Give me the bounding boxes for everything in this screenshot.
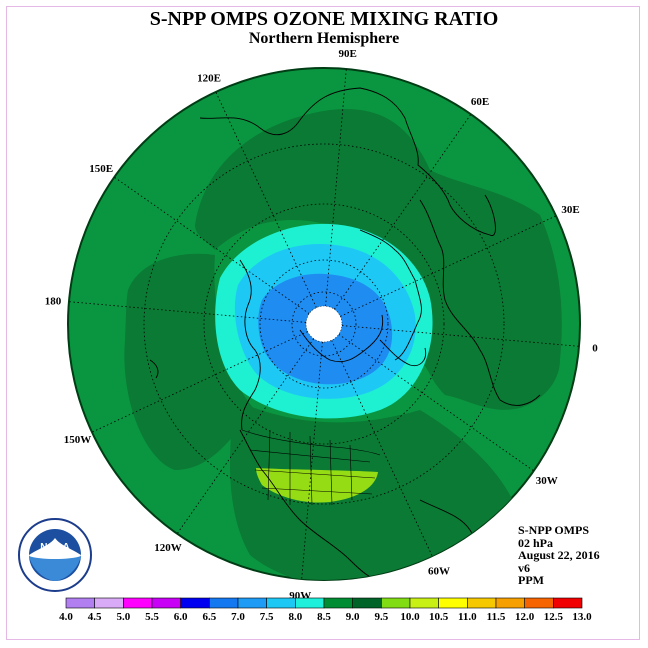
longitude-label: 0 [592, 343, 598, 355]
colorbar-swatch [180, 597, 210, 609]
contour-band-dark-west [124, 253, 255, 470]
info-version: v6 [518, 560, 530, 575]
info-date: August 22, 2016 [518, 548, 600, 562]
colorbar-tick-label: 10.0 [400, 611, 420, 623]
colorbar-tick-label: 5.0 [116, 611, 130, 623]
colorbar: 4.0 4.5 5.0 5.5 6.0 6.5 7.0 7.5 8.0 8.5 9.0 9.5 10.0… [59, 597, 592, 623]
longitude-label: 150W [64, 434, 92, 446]
longitude-label: 180 [45, 295, 62, 307]
colorbar-tick-label: 12.0 [515, 611, 535, 623]
colorbar-tick-label: 8.5 [317, 611, 331, 623]
longitude-label: 60E [471, 96, 489, 108]
colorbar-tick-label: 9.0 [346, 611, 360, 623]
political-borders [241, 429, 381, 506]
colorbar-tick-label: 11.5 [487, 611, 506, 623]
coastlines [149, 87, 541, 580]
colorbar-swatch [123, 597, 153, 609]
contour-band-dark-south [230, 400, 520, 580]
colorbar-swatch [237, 597, 267, 609]
info-instrument: S-NPP OMPS [518, 523, 589, 537]
colorbar-swatch [94, 597, 124, 609]
colorbar-swatch [151, 597, 181, 609]
figure-frame [6, 6, 640, 640]
longitude-label: 150E [89, 163, 113, 175]
longitude-label: 120E [197, 72, 221, 84]
colorbar-tick-label: 12.5 [544, 611, 564, 623]
colorbar-swatch [553, 597, 583, 609]
colorbar-swatch [65, 597, 95, 609]
map-subtitle: Northern Hemisphere [248, 30, 400, 47]
colorbar-swatch [295, 597, 325, 609]
latitude-lines [143, 143, 505, 505]
colorbar-tick-label: 7.5 [260, 611, 274, 623]
map-title: S-NPP OMPS OZONE MIXING RATIO [149, 8, 499, 30]
colorbar-tick-label: 8.0 [288, 611, 302, 623]
longitude-label: 90E [339, 48, 357, 60]
colorbar-tick-label: 7.0 [231, 611, 245, 623]
colorbar-tick-label: 4.0 [59, 611, 73, 623]
colorbar-swatch [352, 597, 382, 609]
colorbar-swatch [524, 597, 554, 609]
contour-band-yellowgreen [256, 468, 378, 503]
info-level: 02 hPa [518, 535, 554, 550]
noaa-logo-text: NOAA [40, 542, 69, 553]
longitude-label: 30W [536, 475, 558, 487]
colorbar-swatch [495, 597, 525, 609]
colorbar-tick-label: 13.0 [572, 611, 592, 623]
colorbar-tick-label: 6.0 [174, 611, 188, 623]
colorbar-tick-label: 6.5 [202, 611, 216, 623]
longitude-label: 120W [154, 542, 182, 554]
noaa-logo: NOAA [18, 518, 92, 592]
longitude-label: 30E [561, 204, 579, 216]
colorbar-swatch [209, 597, 239, 609]
colorbar-swatch [467, 597, 497, 609]
colorbar-tick-label: 4.5 [88, 611, 102, 623]
polar-data-gap [306, 306, 342, 342]
colorbar-tick-label: 9.5 [374, 611, 388, 623]
colorbar-tick-label: 10.5 [429, 611, 449, 623]
colorbar-swatch [438, 597, 468, 609]
colorbar-tick-label: 11.0 [458, 611, 477, 623]
colorbar-swatch [409, 597, 439, 609]
info-units: PPM [518, 573, 544, 587]
colorbar-swatch [323, 597, 353, 609]
longitude-label: 60W [428, 566, 450, 578]
colorbar-swatch [266, 597, 296, 609]
colorbar-swatch [381, 597, 411, 609]
info-block: S-NPP OMPS 02 hPa August 22, 2016 v6 PPM [518, 524, 600, 587]
colorbar-tick-label: 5.5 [145, 611, 159, 623]
